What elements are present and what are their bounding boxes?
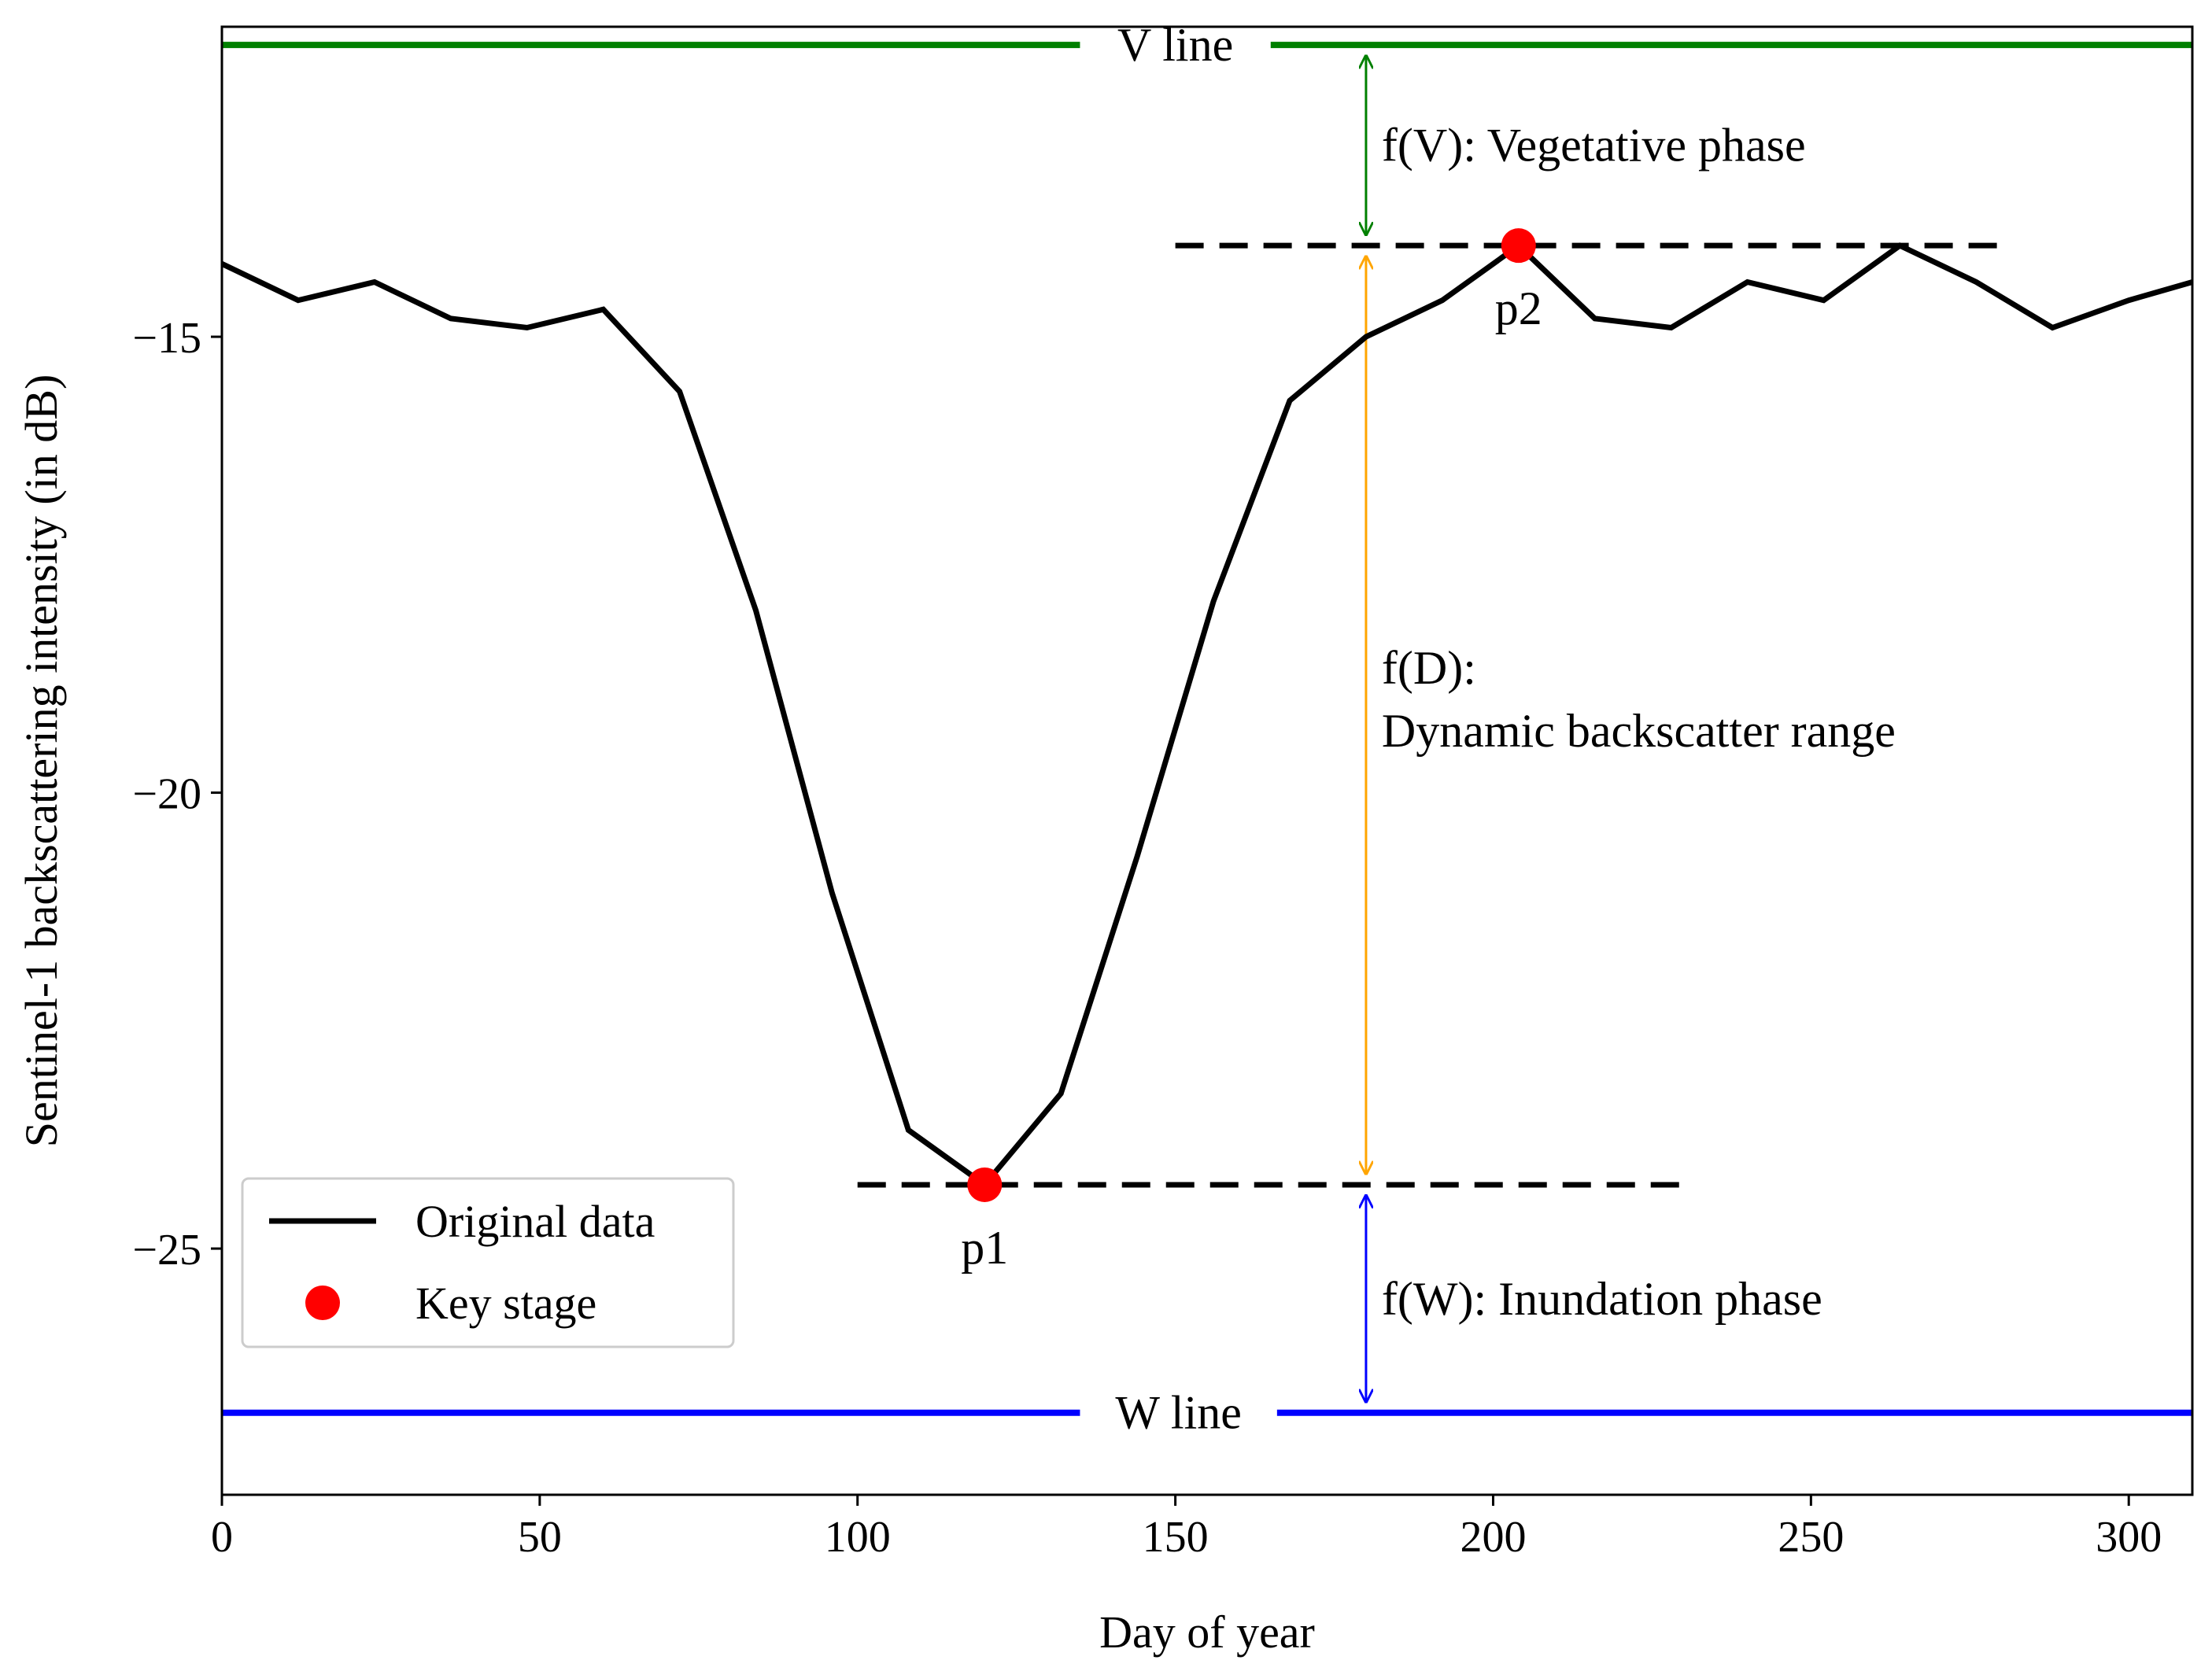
x-tick-label: 150 [1143,1513,1209,1562]
x-axis-title: Day of year [1099,1606,1315,1658]
y-tick-label: −15 [132,314,201,363]
x-tick-label: 250 [1778,1513,1844,1562]
w-line-label: W line [1115,1387,1242,1439]
key-stage-label-p2: p2 [1495,282,1542,334]
y-tick-label: −25 [132,1226,201,1274]
x-tick-label: 200 [1460,1513,1526,1562]
key-stage-label-p1: p1 [961,1222,1008,1274]
legend-label-original-data: Original data [415,1196,655,1247]
x-tick-label: 0 [211,1513,233,1562]
y-tick-label: −20 [132,770,201,819]
y-axis-ticks: −15 −20 −25 [132,314,222,1274]
annotation-dynamic-range-line2: Dynamic backscatter range [1382,705,1896,757]
x-tick-label: 300 [2096,1513,2162,1562]
annotation-inundation-phase: f(W): Inundation phase [1382,1273,1822,1325]
legend-swatch-key-stage [305,1286,340,1320]
key-stage-point-p2 [1501,228,1536,264]
x-tick-label: 50 [518,1513,562,1562]
legend: Original data Key stage [241,1177,735,1348]
key-stage-point-p1 [967,1167,1003,1202]
series-line-original-data [220,242,2193,1189]
legend-label-key-stage: Key stage [415,1278,596,1329]
y-axis-title: Sentinel-1 backscattering intensity (in … [16,374,67,1148]
x-tick-label: 100 [825,1513,891,1562]
annotation-dynamic-range-line1: f(D): [1382,642,1476,694]
x-axis-ticks: 0 50 100 150 200 250 300 [211,1495,2162,1562]
plot-frame [220,25,2194,1496]
annotation-vegetative-phase: f(V): Vegetative phase [1382,120,1806,172]
